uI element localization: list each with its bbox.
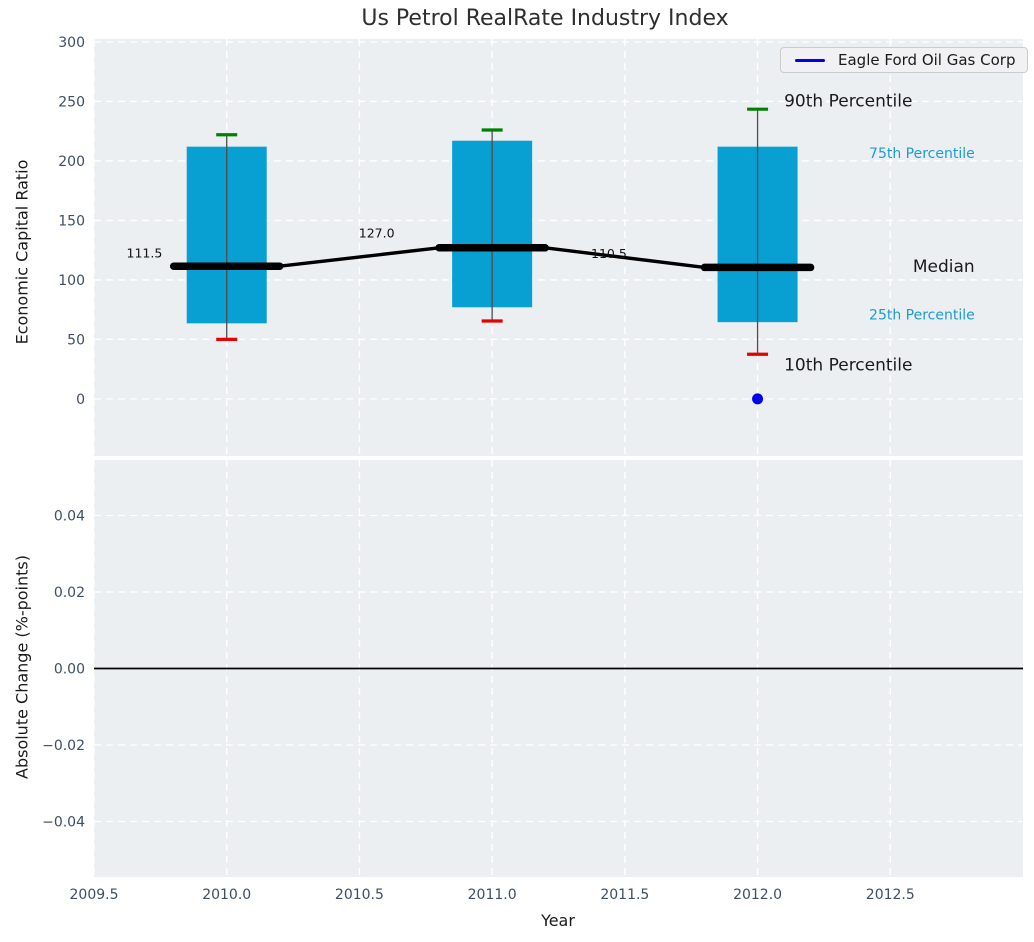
top-y-tick-label: 100 [58, 273, 85, 289]
bottom-y-tick-label: −0.02 [42, 738, 85, 754]
median-value-label-2011: 127.0 [359, 225, 395, 240]
company-point [752, 393, 764, 405]
x-tick-label: 2010.5 [335, 887, 384, 903]
x-tick-label: 2009.5 [70, 887, 119, 903]
top-y-tick-label: 300 [58, 35, 85, 51]
x-tick-label: 2011.5 [600, 887, 649, 903]
x-axis-label: Year [541, 911, 575, 930]
x-tick-label: 2012.0 [733, 887, 782, 903]
bottom-y-tick-label: 0.00 [54, 662, 85, 678]
legend-label: Eagle Ford Oil Gas Corp [838, 51, 1016, 69]
legend: Eagle Ford Oil Gas Corp [780, 47, 1029, 73]
median-value-label-2010: 111.5 [127, 246, 163, 261]
top-y-tick-label: 250 [58, 94, 85, 110]
x-tick-label: 2012.5 [866, 887, 915, 903]
top-y-tick-label: 50 [67, 332, 85, 348]
bottom-y-tick-label: 0.04 [54, 508, 85, 524]
annotation-25th-percentile: 25th Percentile [869, 307, 975, 323]
annotation-90th-percentile: 90th Percentile [784, 91, 912, 111]
chart-title: Us Petrol RealRate Industry Index [361, 6, 729, 31]
bottom-y-tick-label: 0.02 [54, 585, 85, 601]
median-value-label-2012: 110.5 [591, 246, 627, 261]
median-connector-line [543, 246, 707, 270]
median-connector-line [278, 246, 441, 268]
x-tick-label: 2011.0 [468, 887, 517, 903]
top-y-tick-label: 200 [58, 154, 85, 170]
top-y-tick-label: 150 [58, 213, 85, 229]
top-y-tick-label: 0 [76, 392, 85, 408]
annotation-10th-percentile: 10th Percentile [784, 355, 912, 375]
annotation-median: Median [913, 257, 975, 277]
legend-line-swatch [795, 58, 825, 62]
bottom-y-tick-label: −0.04 [42, 815, 85, 831]
x-tick-label: 2010.0 [202, 887, 251, 903]
annotation-75th-percentile: 75th Percentile [869, 146, 975, 162]
